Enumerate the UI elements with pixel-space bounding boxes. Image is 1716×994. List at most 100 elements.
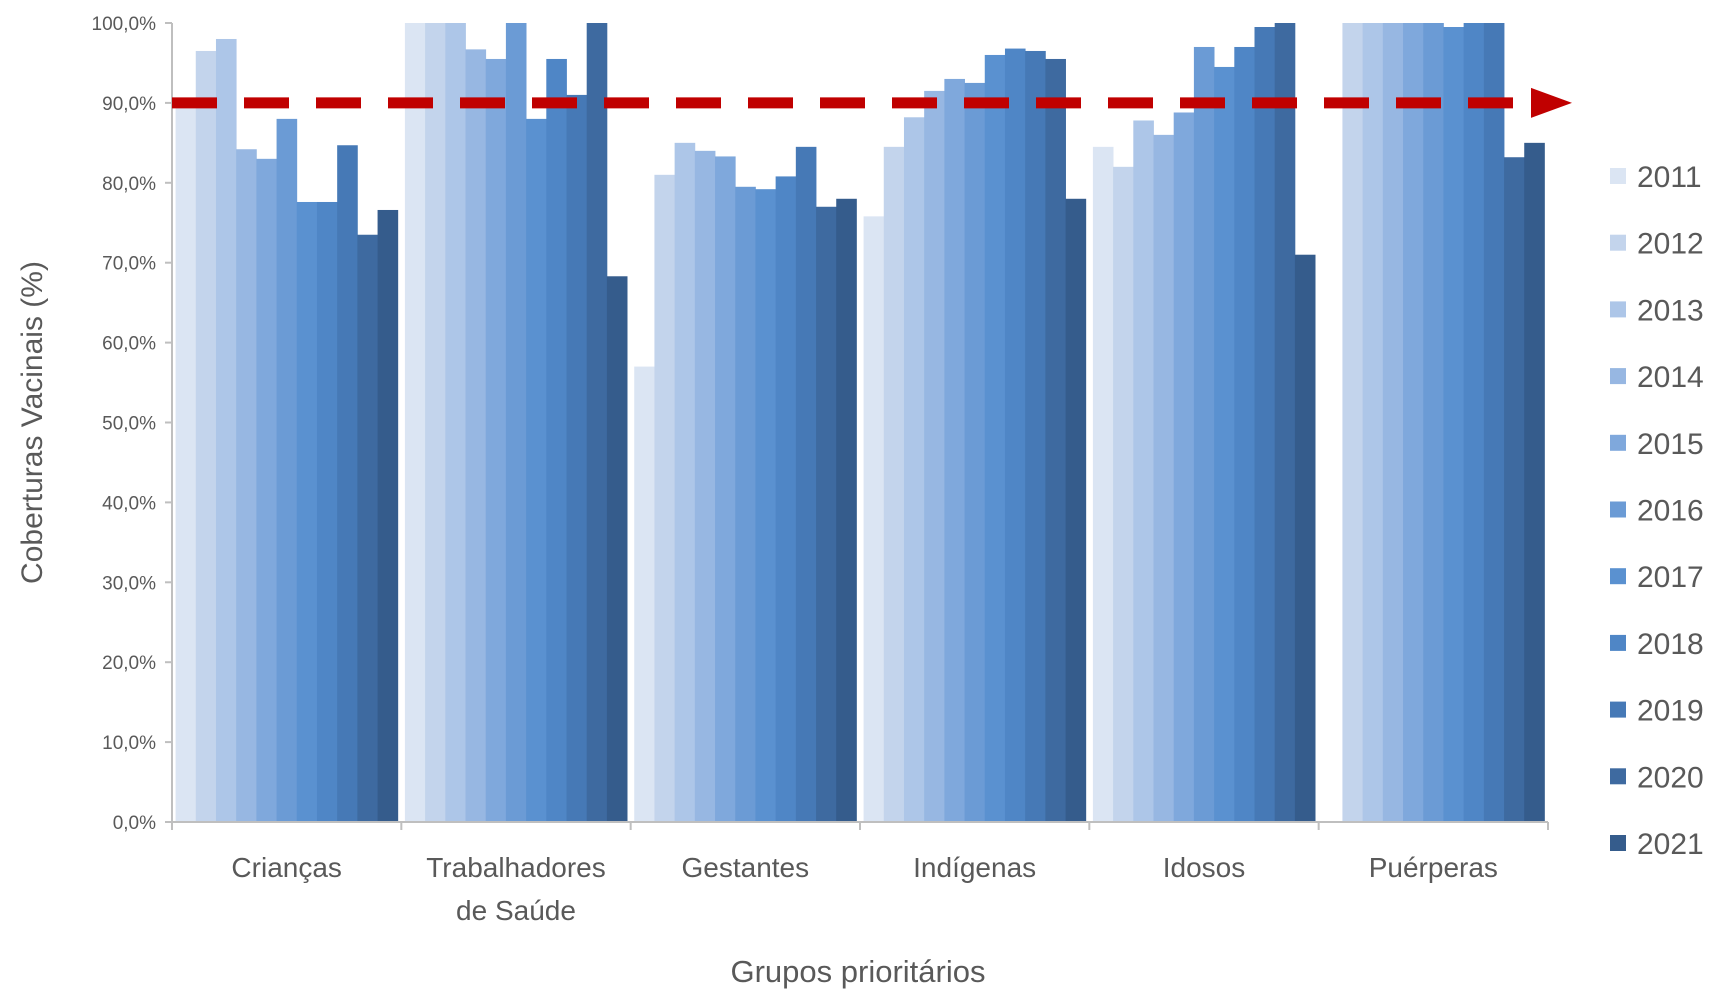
bar-2017-2 — [526, 118, 547, 822]
bar-2017-3 — [755, 189, 777, 822]
bar-2016-4 — [964, 82, 986, 823]
legend-label-2017: 2017 — [1637, 561, 1704, 594]
y-tick-label: 20,0% — [102, 653, 156, 674]
legend-label-2014: 2014 — [1637, 361, 1704, 394]
bar-2018-6 — [1463, 23, 1485, 822]
bar-2016-1 — [276, 118, 298, 822]
bar-2016-3 — [735, 186, 756, 823]
y-tick-label: 90,0% — [102, 94, 156, 115]
bar-2015-5 — [1173, 112, 1195, 823]
bar-2021-2 — [606, 276, 628, 822]
y-tick-label: 80,0% — [102, 174, 156, 195]
bar-2015-2 — [485, 58, 507, 822]
x-tick-label: Idosos — [1163, 852, 1246, 883]
x-tick-label: Indígenas — [913, 852, 1036, 883]
bar-2016-5 — [1193, 46, 1215, 823]
y-tick-label: 0,0% — [113, 813, 156, 834]
bar-2012-6 — [1342, 23, 1364, 822]
y-tick-label: 70,0% — [102, 254, 156, 275]
bar-2011-5 — [1092, 146, 1114, 823]
bar-2017-1 — [296, 201, 318, 823]
bar-2012-5 — [1113, 166, 1134, 822]
x-axis-title: Grupos prioritários — [731, 954, 986, 989]
legend-swatch-2017 — [1610, 568, 1626, 585]
bar-2019-2 — [566, 94, 588, 822]
bar-2011-1 — [175, 98, 197, 822]
bar-2020-2 — [586, 23, 608, 822]
x-tick-label: de Saúde — [456, 895, 576, 926]
legend-label-2018: 2018 — [1637, 628, 1704, 661]
reference-arrow-head — [1531, 87, 1572, 118]
legend-swatch-2018 — [1610, 634, 1626, 651]
bar-2014-2 — [465, 49, 487, 823]
bar-2013-3 — [674, 142, 696, 823]
bar-2017-4 — [984, 54, 1006, 822]
bar-2018-4 — [1004, 48, 1026, 822]
bar-2019-3 — [795, 146, 817, 823]
bar-2017-6 — [1443, 27, 1465, 822]
bar-2018-3 — [775, 176, 797, 822]
bar-2021-5 — [1294, 254, 1316, 822]
bar-2020-6 — [1504, 157, 1525, 823]
bar-2012-2 — [425, 23, 446, 822]
legend-label-2013: 2013 — [1637, 294, 1704, 327]
y-tick-label: 30,0% — [102, 573, 156, 594]
bar-2018-2 — [546, 58, 567, 822]
x-tick-label: Trabalhadores — [426, 852, 606, 883]
legend-label-2016: 2016 — [1637, 495, 1704, 528]
bar-2015-3 — [715, 156, 736, 822]
legend-label-2011: 2011 — [1637, 161, 1702, 194]
bar-2014-5 — [1153, 134, 1175, 823]
x-tick-label: Puérperas — [1369, 852, 1498, 883]
bar-2021-1 — [377, 209, 399, 823]
y-tick-label: 60,0% — [102, 334, 156, 355]
bar-2015-1 — [256, 158, 277, 822]
bar-2017-5 — [1214, 66, 1235, 822]
bar-2020-1 — [357, 234, 378, 823]
legend-label-2015: 2015 — [1637, 428, 1704, 461]
legend-swatch-2014 — [1610, 368, 1626, 385]
bar-2012-4 — [883, 146, 905, 823]
bar-2016-2 — [505, 23, 527, 822]
legend-swatch-2016 — [1610, 501, 1626, 518]
bar-2020-3 — [816, 206, 837, 822]
bar-2018-1 — [316, 201, 338, 823]
bar-2020-5 — [1274, 23, 1296, 822]
bar-2014-4 — [924, 90, 945, 822]
y-tick-label: 40,0% — [102, 493, 156, 514]
bar-2021-3 — [836, 198, 857, 822]
bar-2011-4 — [863, 216, 885, 823]
bar-2021-6 — [1524, 142, 1545, 823]
y-tick-label: 10,0% — [102, 733, 156, 754]
bar-2021-4 — [1065, 198, 1087, 822]
bar-2014-1 — [236, 149, 257, 823]
legend-label-2021: 2021 — [1637, 828, 1704, 861]
bar-2020-4 — [1045, 58, 1066, 822]
bar-2013-1 — [215, 38, 237, 823]
legend-label-2012: 2012 — [1637, 228, 1704, 261]
x-tick-label: Gestantes — [682, 852, 810, 883]
bar-2013-2 — [445, 23, 466, 822]
bar-2012-3 — [654, 174, 676, 822]
y-tick-label: 100,0% — [92, 14, 157, 35]
bar-2013-6 — [1362, 23, 1384, 822]
bar-2013-4 — [903, 117, 925, 822]
legend-swatch-2021 — [1610, 835, 1626, 851]
y-tick-label: 50,0% — [102, 414, 156, 435]
legend-swatch-2020 — [1610, 768, 1626, 785]
bar-2011-2 — [404, 23, 426, 822]
legend-swatch-2011 — [1610, 168, 1626, 184]
legend-swatch-2019 — [1610, 701, 1626, 718]
bar-2019-1 — [337, 145, 358, 822]
legend-label-2020: 2020 — [1637, 761, 1704, 794]
bar-2019-6 — [1483, 23, 1505, 822]
legend-label-2019: 2019 — [1637, 695, 1704, 728]
legend-swatch-2013 — [1610, 301, 1626, 318]
legend-swatch-2015 — [1610, 434, 1626, 451]
y-axis-title: Coberturas Vacinais (%) — [16, 261, 49, 584]
bar-2014-3 — [694, 150, 716, 823]
bar-2012-1 — [195, 50, 217, 823]
bar-2016-6 — [1423, 23, 1444, 822]
bar-2018-5 — [1234, 46, 1255, 823]
